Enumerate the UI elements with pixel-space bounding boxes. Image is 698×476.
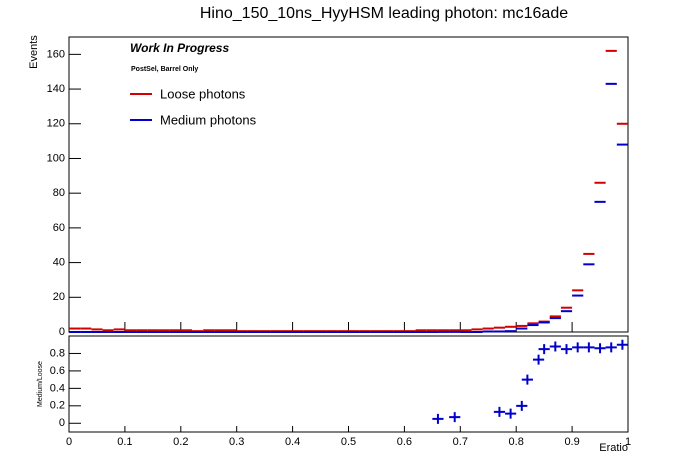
ratio-point xyxy=(493,406,506,417)
x-axis-label: Eratio xyxy=(599,442,628,454)
x-tick-label: 0.1 xyxy=(117,436,132,448)
ratio-point xyxy=(560,344,573,355)
y-tick-label: 0.8 xyxy=(50,347,65,359)
ratio-point xyxy=(616,339,628,350)
ratio-point xyxy=(505,408,517,419)
ratio-point xyxy=(583,342,595,353)
y-tick-label: 80 xyxy=(53,187,65,199)
ratio-point xyxy=(432,413,444,424)
ratio-point xyxy=(521,374,533,385)
y-tick-label: 0.6 xyxy=(50,365,65,377)
y-tick-label: 20 xyxy=(53,291,65,303)
ratio-point xyxy=(538,344,550,355)
ratio-point xyxy=(516,400,528,411)
y-tick-label: 60 xyxy=(53,222,65,234)
y-tick-label: 0 xyxy=(59,417,65,429)
y-tick-label: 140 xyxy=(47,83,65,95)
ratio-point xyxy=(449,412,461,423)
x-tick-label: 0.2 xyxy=(173,436,188,448)
ratio-point xyxy=(605,342,617,353)
ratio-point xyxy=(594,343,606,354)
legend-label: Medium photons xyxy=(160,112,257,127)
ratio-point xyxy=(549,341,561,352)
y-tick-label: 160 xyxy=(47,48,65,60)
y-axis-label: Medium/Loose xyxy=(37,361,44,407)
y-tick-label: 0.4 xyxy=(50,382,65,394)
x-tick-label: 0.8 xyxy=(509,436,524,448)
x-tick-label: 0 xyxy=(66,436,72,448)
y-tick-label: 100 xyxy=(47,152,65,164)
legend-label: Loose photons xyxy=(160,86,246,101)
ratio-point xyxy=(532,354,545,365)
y-tick-label: 120 xyxy=(47,118,65,130)
x-tick-label: 1 xyxy=(625,436,631,448)
y-tick-label: 0.2 xyxy=(50,400,65,412)
ratio-point xyxy=(572,342,584,353)
y-axis-label: Events xyxy=(28,35,40,69)
x-tick-label: 0.5 xyxy=(341,436,356,448)
annotation: Work In Progress xyxy=(130,41,229,55)
chart-title: Hino_150_10ns_HyyHSM leading photon: mc1… xyxy=(200,5,568,22)
x-tick-label: 0.4 xyxy=(285,436,300,448)
x-tick-label: 0.6 xyxy=(397,436,412,448)
x-tick-label: 0.3 xyxy=(229,436,244,448)
y-tick-label: 0 xyxy=(59,326,65,338)
annotation: PostSel, Barrel Only xyxy=(131,66,198,73)
plot-frame xyxy=(68,36,629,333)
x-tick-label: 0.9 xyxy=(564,436,579,448)
y-tick-label: 40 xyxy=(53,256,65,268)
x-tick-label: 0.7 xyxy=(453,436,468,448)
